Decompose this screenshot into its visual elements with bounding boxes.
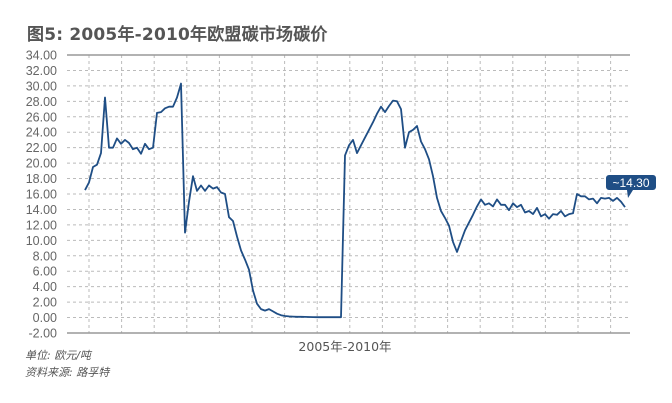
y-tick-label: 22.00	[26, 141, 57, 155]
x-axis-label: 2005年-2010年	[298, 339, 391, 354]
y-tick-label: 0.00	[33, 311, 57, 325]
y-tick-label: 30.00	[26, 79, 57, 93]
y-tick-label: 34.00	[26, 49, 57, 63]
source-note: 资料来源: 路孚特	[25, 366, 110, 379]
callout-label: ~14.30	[612, 176, 649, 190]
y-tick-label: 14.00	[26, 203, 57, 217]
y-tick-label: 28.00	[26, 95, 57, 109]
y-tick-label: 2.00	[33, 296, 57, 310]
y-tick-label: 8.00	[33, 249, 57, 263]
unit-note: 单位: 欧元/吨	[25, 349, 91, 362]
chart-title: 图5: 2005年-2010年欧盟碳市场碳价	[27, 25, 328, 45]
y-tick-label: 4.00	[33, 280, 57, 294]
y-tick-label: 26.00	[26, 110, 57, 124]
y-tick-label: 16.00	[26, 188, 57, 202]
y-tick-label: 6.00	[33, 265, 57, 279]
y-tick-label: 32.00	[26, 64, 57, 78]
y-tick-label: 20.00	[26, 157, 57, 171]
callout-bubble	[606, 175, 656, 198]
y-tick-label: 18.00	[26, 172, 57, 186]
price-line	[84, 82, 626, 319]
y-tick-label: 24.00	[26, 126, 57, 140]
y-tick-label: -2.00	[29, 327, 58, 341]
last-value-callout: ~14.30	[606, 175, 656, 198]
y-tick-label: 12.00	[26, 218, 57, 232]
y-tick-label: 10.00	[26, 234, 57, 248]
